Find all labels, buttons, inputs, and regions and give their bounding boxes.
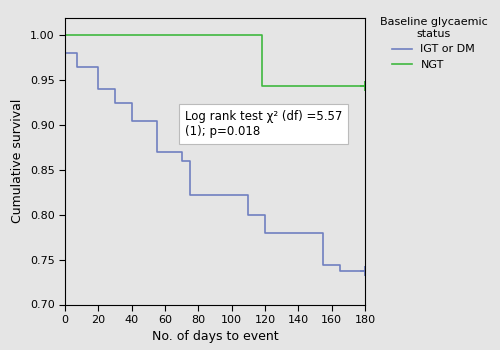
Text: Log rank test χ² (df) =5.57
(1); p=0.018: Log rank test χ² (df) =5.57 (1); p=0.018	[185, 110, 342, 138]
Legend: IGT or DM, NGT: IGT or DM, NGT	[380, 17, 488, 70]
Y-axis label: Cumulative survival: Cumulative survival	[12, 99, 24, 223]
X-axis label: No. of days to event: No. of days to event	[152, 330, 278, 343]
